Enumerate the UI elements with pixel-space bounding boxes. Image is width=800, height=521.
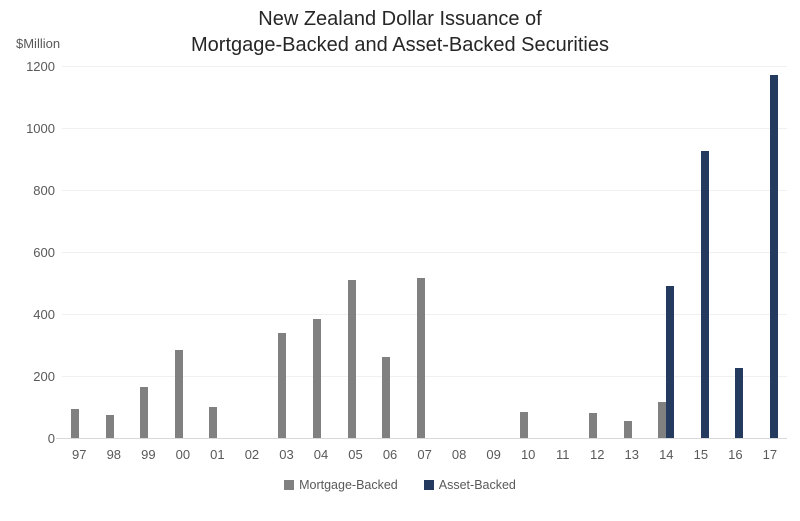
bar-group-01 — [200, 66, 235, 438]
x-tick-label-14: 14 — [659, 447, 674, 462]
x-tick-label-01: 01 — [210, 447, 225, 462]
x-tick-label-04: 04 — [313, 447, 329, 462]
x-tick-label-16: 16 — [728, 447, 743, 462]
y-axis-unit-label: $Million — [16, 36, 61, 51]
bar-mortgage-backed-00 — [174, 349, 183, 438]
bar-group-14 — [649, 66, 684, 438]
gridline-600 — [62, 251, 787, 253]
bar-mortgage-backed-05 — [347, 279, 356, 438]
x-tick-label-07: 07 — [417, 447, 432, 462]
x-tick-label-02: 02 — [244, 447, 260, 462]
x-tick-label-10: 10 — [520, 447, 536, 462]
bar-group-07 — [407, 66, 442, 438]
bar-mortgage-backed-98 — [105, 414, 114, 438]
bar-group-12 — [580, 66, 615, 438]
plot-area — [56, 65, 787, 439]
x-tick-label-15: 15 — [693, 447, 709, 462]
x-tick-label-97: 97 — [72, 447, 87, 462]
bar-group-15 — [684, 66, 719, 438]
x-tick-label-03: 03 — [279, 447, 294, 462]
x-tick-label-05: 05 — [348, 447, 363, 462]
x-tick-label-00: 00 — [175, 447, 191, 462]
legend-swatch-asset-backed — [423, 480, 434, 490]
gridline-1000 — [62, 127, 787, 129]
x-tick-label-99: 99 — [141, 447, 156, 462]
x-tick-label-11: 11 — [555, 447, 570, 462]
y-tick-label-200: 200 — [33, 368, 55, 384]
bar-group-02 — [235, 66, 270, 438]
bar-group-10 — [511, 66, 546, 438]
chart-title-line2: Mortgage-Backed and Asset-Backed Securit… — [191, 34, 609, 56]
bar-mortgage-backed-99 — [140, 386, 149, 438]
x-axis-line — [56, 437, 787, 439]
legend-item-asset-backed: Asset-Backed — [423, 478, 516, 492]
y-tick-label-600: 600 — [33, 244, 55, 260]
legend-swatch-mortgage-backed — [284, 480, 295, 490]
bar-mortgage-backed-10 — [520, 411, 529, 438]
x-tick-label-06: 06 — [382, 447, 398, 462]
x-tick-label-17: 17 — [762, 447, 778, 462]
chart-title: New Zealand Dollar Issuance of Mortgage-… — [0, 6, 800, 58]
y-tick-label-0: 0 — [47, 430, 55, 446]
bar-group-13 — [615, 66, 650, 438]
bar-group-16 — [718, 66, 753, 438]
bar-group-05 — [338, 66, 373, 438]
bar-group-06 — [373, 66, 408, 438]
bar-group-03 — [269, 66, 304, 438]
bar-mortgage-backed-07 — [416, 278, 425, 438]
y-tick-label-800: 800 — [33, 182, 55, 198]
bar-mortgage-backed-12 — [589, 413, 598, 438]
bar-mortgage-backed-01 — [209, 407, 218, 438]
bar-mortgage-backed-14 — [658, 402, 667, 438]
bar-asset-backed-16 — [735, 368, 744, 438]
y-tick-label-1200: 1200 — [26, 58, 55, 74]
bar-group-04 — [304, 66, 339, 438]
legend-item-mortgage-backed: Mortgage-Backed — [284, 478, 398, 492]
bar-asset-backed-17 — [769, 75, 778, 438]
bar-mortgage-backed-03 — [278, 332, 287, 438]
legend-label-mortgage-backed: Mortgage-Backed — [299, 478, 398, 492]
y-tick-label-400: 400 — [33, 306, 55, 322]
x-tick-label-12: 12 — [590, 447, 605, 462]
bars-region — [62, 66, 787, 438]
bar-mortgage-backed-04 — [312, 318, 321, 438]
x-tick-label-09: 09 — [486, 447, 501, 462]
bar-group-98 — [97, 66, 132, 438]
legend-label-asset-backed: Asset-Backed — [438, 478, 516, 492]
gridline-1200 — [62, 65, 787, 67]
y-tick-label-1000: 1000 — [26, 120, 55, 136]
bar-asset-backed-14 — [666, 286, 675, 438]
bar-asset-backed-15 — [700, 151, 709, 438]
gridline-800 — [62, 189, 787, 191]
x-tick-label-13: 13 — [624, 447, 639, 462]
bar-mortgage-backed-97 — [71, 408, 80, 438]
bar-group-11 — [545, 66, 580, 438]
chart-title-line1: New Zealand Dollar Issuance of — [258, 8, 542, 30]
legend: Mortgage-Backed Asset-Backed — [0, 478, 800, 492]
x-tick-label-98: 98 — [106, 447, 122, 462]
bar-group-97 — [62, 66, 97, 438]
bar-group-99 — [131, 66, 166, 438]
x-tick-label-08: 08 — [451, 447, 467, 462]
bar-group-09 — [476, 66, 511, 438]
bar-mortgage-backed-06 — [382, 357, 391, 438]
bar-group-08 — [442, 66, 477, 438]
bar-group-17 — [753, 66, 788, 438]
bar-mortgage-backed-13 — [623, 420, 632, 438]
bar-group-00 — [166, 66, 201, 438]
x-axis-tick-labels: 97 98 99 00 01 02 03 04 05 06 07 08 09 10 11 12 13 14 15 16… — [62, 447, 787, 462]
y-axis-tick-labels: 0 200 400 600 800 1000 1200 — [0, 59, 55, 446]
